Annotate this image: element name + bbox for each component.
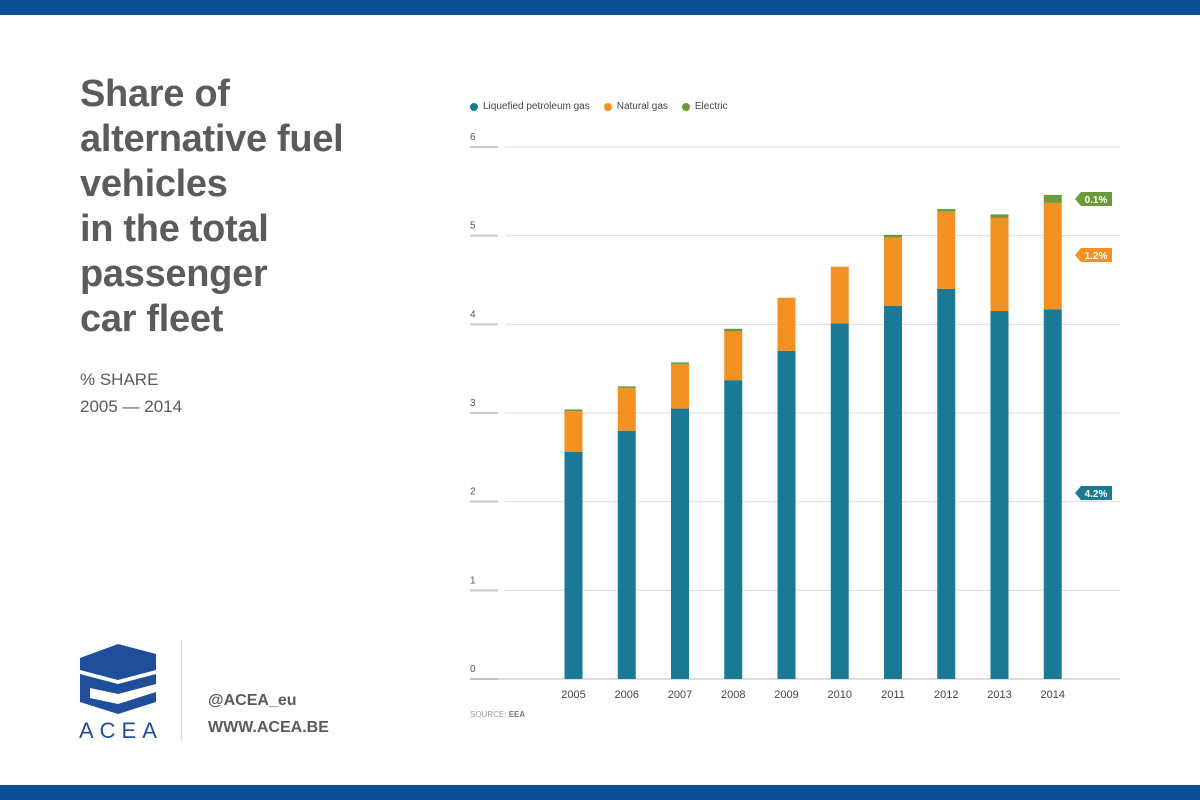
bar-segment-electric [564,409,583,412]
y-tick-label: 6 [470,132,476,143]
legend-label-lpg: Liquefied petroleum gas [483,101,590,112]
value-tag [1075,248,1112,262]
acea-logo-icon [80,644,156,714]
bar-segment-natural-gas [937,211,956,289]
bar-segment-lpg [937,288,956,679]
bar-segment-lpg [777,350,796,679]
logo-text: ACEA [79,718,163,743]
bar-segment-lpg [830,323,849,679]
chart-source: SOURCE: EEA [470,710,525,719]
bar-segment-lpg [617,430,636,679]
x-tick-label: 2009 [774,689,798,701]
legend-swatch-lpg [470,102,478,111]
legend-label-electric: Electric [694,101,728,112]
y-tick-label: 0 [470,664,476,675]
legend-swatch-natural-gas [603,102,612,111]
value-tag-label: 0.1% [1085,195,1108,206]
top-band [0,0,1200,15]
legend-item-electric: Electric [681,101,728,112]
value-tag [1075,486,1112,500]
x-tick-label: 2005 [561,689,585,701]
bar-segment-natural-gas [671,364,689,409]
bar-segment-natural-gas [884,237,902,306]
website-link[interactable]: WWW.ACEA.BE [208,719,329,736]
bar-segment-electric [724,328,743,332]
bar-segment-electric [884,234,902,238]
subtitle-unit: % SHARE [80,370,159,389]
bar-segment-natural-gas [777,297,796,351]
bar-segment-electric [671,362,689,365]
bar-segment-natural-gas [724,331,743,381]
bar-segment-lpg [671,408,689,679]
source-name: EEA [508,710,526,719]
y-tick-label: 1 [470,575,476,586]
y-tick-label: 3 [470,398,476,409]
subtitle-range: 2005 — 2014 [80,397,183,416]
y-tick-label: 5 [470,221,476,232]
bar-segment-natural-gas [564,411,583,453]
x-tick-label: 2011 [881,689,905,701]
x-tick-label: 2013 [987,689,1011,701]
page-title: Share of alternative fuel vehicles in th… [80,73,344,340]
legend-item-lpg: Liquefied petroleum gas [470,101,590,112]
legend-item-natural-gas: Natural gas [603,101,668,112]
legend-swatch-electric [681,102,690,111]
bar-segment-electric [1043,194,1062,203]
source-label: SOURCE: [470,710,507,719]
bar-segment-lpg [884,305,902,679]
footer-divider [181,640,182,740]
x-tick-label: 2007 [668,689,692,701]
x-tick-label: 2010 [828,689,852,701]
bar-segment-lpg [1043,309,1062,679]
x-tick-label: 2014 [1041,689,1065,701]
y-tick-label: 4 [470,309,476,320]
x-tick-label: 2006 [615,689,639,701]
legend-label-natural-gas: Natural gas [616,101,668,112]
x-tick-label: 2008 [721,689,745,701]
x-tick-label: 2012 [934,689,958,701]
bar-segment-lpg [990,311,1009,679]
bar-segment-natural-gas [990,217,1009,312]
value-tag-label: 1.2% [1085,251,1108,262]
bar-segment-natural-gas [830,266,849,324]
bar-segment-natural-gas [617,388,636,431]
chart-legend: Liquefied petroleum gas Natural gas Elec… [470,101,728,112]
y-tick-label: 2 [470,487,476,498]
bar-segment-electric [617,386,636,389]
bar-segment-lpg [724,380,743,679]
value-tag-label: 4.2% [1085,489,1108,500]
social-handle[interactable]: @ACEA_eu [208,692,297,709]
bottom-band [0,785,1200,800]
bar-segment-electric [937,209,956,212]
bar-segment-natural-gas [1043,202,1062,310]
bar-segment-electric [990,214,1009,218]
bar-segment-lpg [564,452,583,679]
value-tag [1075,192,1112,206]
